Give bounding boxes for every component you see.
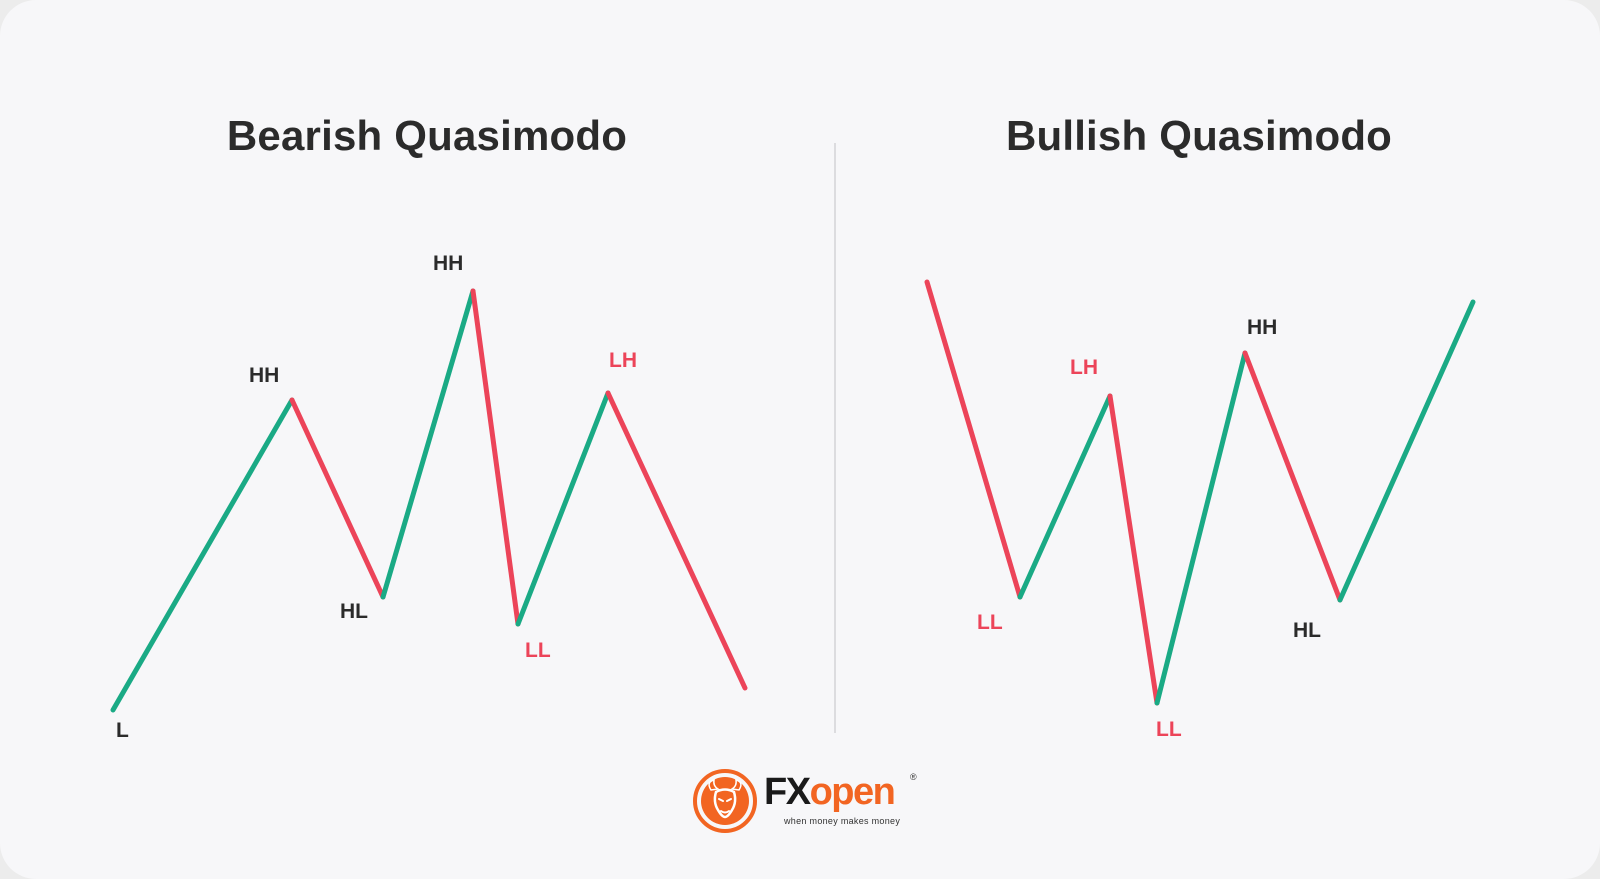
bull-head-icon (693, 769, 757, 833)
bullish-label-ll-2: LL (1156, 718, 1182, 741)
bullish-leg-1-down (924, 279, 1023, 600)
bearish-label-hl: HL (340, 600, 368, 623)
bullish-label-lh: LH (1070, 356, 1098, 379)
bullish-leg-2-up (1017, 393, 1113, 600)
bullish-label-ll-1: LL (977, 611, 1003, 634)
logo-fx: FX (764, 771, 811, 813)
bearish-leg-5-up (515, 390, 611, 627)
logo-wordmark: FXopen (764, 771, 896, 813)
bullish-label-hh: HH (1247, 316, 1277, 339)
bullish-zigzag (924, 279, 1476, 706)
logo-open: open (809, 771, 896, 813)
bearish-label-ll: LL (525, 639, 551, 662)
bearish-point-labels: L HH HL HH LL LH (116, 252, 637, 742)
bullish-leg-6-up (1337, 299, 1476, 603)
bullish-label-hl: HL (1293, 619, 1321, 642)
bearish-quasimodo-title: Bearish Quasimodo (226, 112, 628, 159)
bullish-leg-4-up (1154, 350, 1248, 706)
bullish-quasimodo-title: Bullish Quasimodo (1005, 112, 1393, 159)
bearish-leg-6-down (605, 390, 748, 691)
bullish-point-labels: LL LH LL HH HL (977, 316, 1321, 741)
fxopen-logo: FXopen ® when money makes money (692, 768, 922, 836)
bearish-leg-3-up (380, 288, 476, 600)
bearish-leg-1-up (110, 397, 295, 713)
bearish-zigzag (110, 288, 748, 713)
bearish-leg-4-down (470, 288, 521, 627)
logo-tagline: when money makes money (784, 816, 901, 826)
logo-registered-mark: ® (910, 772, 917, 782)
bearish-leg-2-down (289, 397, 386, 600)
bullish-leg-3-down (1107, 393, 1160, 706)
bearish-label-hh-2: HH (433, 252, 463, 275)
bearish-label-lh: LH (609, 349, 637, 372)
bullish-leg-5-down (1242, 350, 1343, 603)
bearish-label-hh-1: HH (249, 364, 279, 387)
panel-divider (834, 143, 836, 733)
bearish-label-l: L (116, 719, 129, 742)
